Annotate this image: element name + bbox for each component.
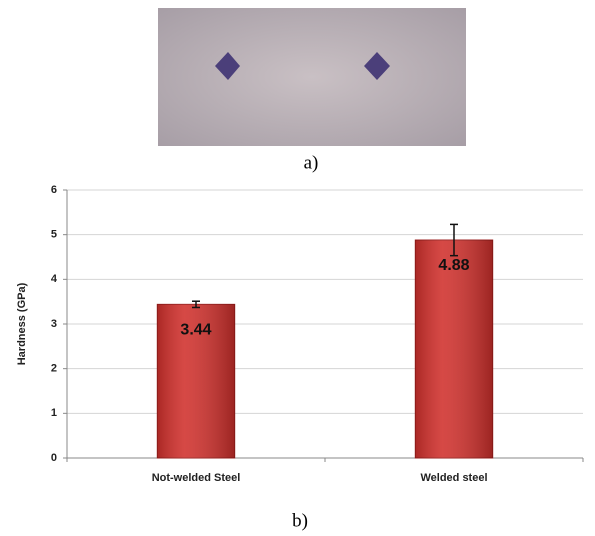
y-tick-label: 1 xyxy=(51,407,57,419)
y-tick-label: 5 xyxy=(51,229,57,241)
value-label: 4.88 xyxy=(438,257,469,274)
x-tick-label: Welded steel xyxy=(420,472,487,484)
y-tick-label: 6 xyxy=(51,184,57,196)
y-axis-label: Hardness (GPa) xyxy=(16,282,28,365)
caption: a) xyxy=(304,152,319,173)
y-tick-label: 3 xyxy=(51,318,57,330)
figure: a) b) Hardness (GPa) 0 1 2 3 4 5 6 Not-welded S… xyxy=(0,0,595,536)
y-tick-label: 4 xyxy=(51,273,58,285)
micrograph xyxy=(158,8,466,146)
y-tick-label: 0 xyxy=(51,452,57,464)
caption: b) xyxy=(292,510,308,531)
y-tick-label: 2 xyxy=(51,363,57,375)
x-tick-label: Not-welded Steel xyxy=(152,472,241,484)
value-label: 3.44 xyxy=(180,322,211,339)
